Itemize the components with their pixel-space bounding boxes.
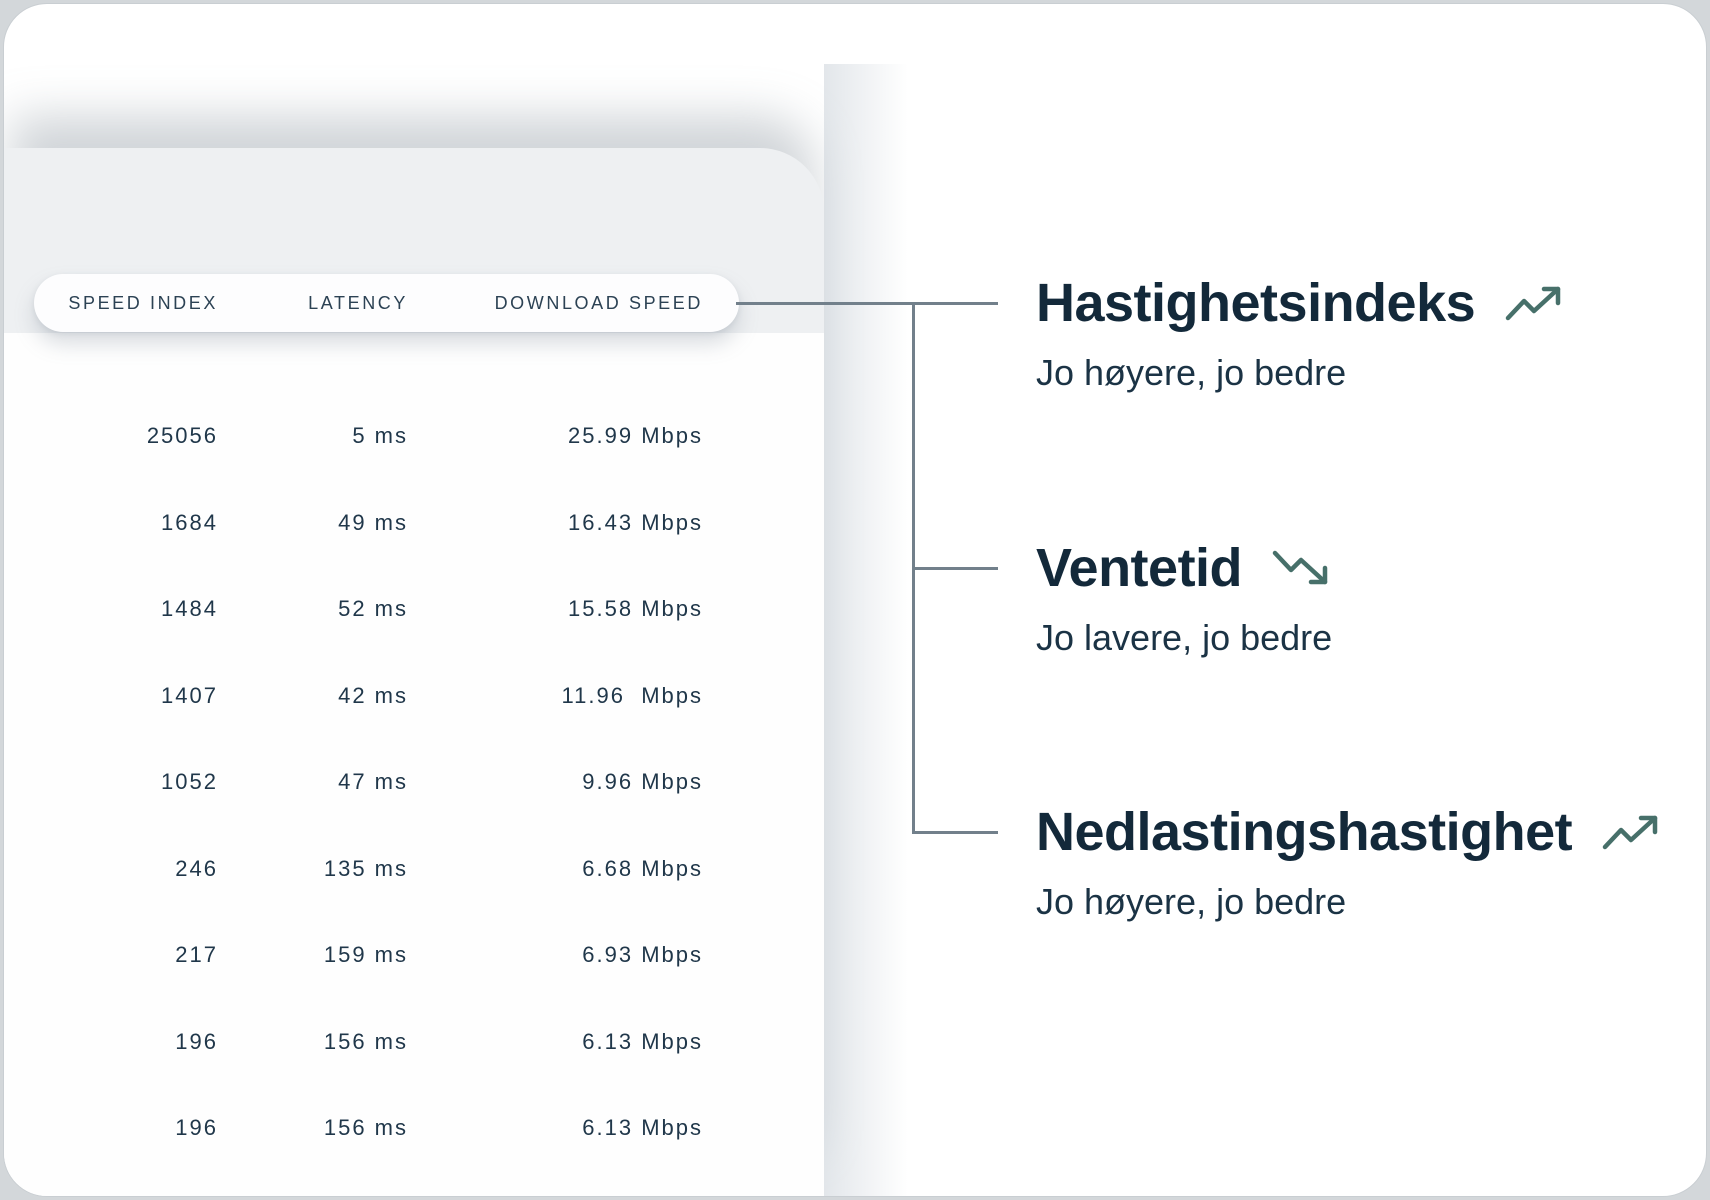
table-header-pill: SPEED INDEX LATENCY DOWNLOAD SPEED <box>34 274 739 332</box>
cell-download-speed: 6.93 Mbps <box>582 942 703 968</box>
cell-latency: 156 ms <box>323 1028 408 1054</box>
table-row: 196 156 ms 6.13 Mbps <box>34 1085 714 1172</box>
annotation-title: Ventetid <box>1036 538 1243 598</box>
column-header-speed-index[interactable]: SPEED INDEX <box>68 292 218 313</box>
annotation-title: Hastighetsindeks <box>1036 273 1476 333</box>
annotation-title: Nedlastingshastighet <box>1036 802 1573 862</box>
annotation-ventetid: Ventetid Jo lavere, jo bedre <box>1036 541 1332 659</box>
table-row: 1052 47 ms 9.96 Mbps <box>34 739 714 826</box>
cell-download-speed: 11.96 Mbps <box>561 682 703 708</box>
cell-download-speed: 16.43 Mbps <box>568 509 703 535</box>
cell-speed-index: 196 <box>175 1115 218 1141</box>
cell-download-speed: 6.13 Mbps <box>582 1115 703 1141</box>
cell-speed-index: 1484 <box>161 596 218 622</box>
table-row: 25056 5 ms 25.99 Mbps <box>34 393 714 480</box>
annotation-subtitle: Jo lavere, jo bedre <box>1036 617 1333 658</box>
table-rows: 25056 5 ms 25.99 Mbps 1684 49 ms 16.43 M… <box>34 333 714 1172</box>
table-row: 196 156 ms 6.13 Mbps <box>34 999 714 1086</box>
connector-line-header <box>736 302 998 305</box>
cell-download-speed: 9.96 Mbps <box>582 769 703 795</box>
trending-down-icon <box>1272 550 1328 585</box>
cell-latency: 47 ms <box>338 769 408 795</box>
table-row: 1484 52 ms 15.58 Mbps <box>34 566 714 653</box>
table-row: 217 159 ms 6.93 Mbps <box>34 912 714 999</box>
table-row: 246 135 ms 6.68 Mbps <box>34 826 714 913</box>
cell-download-speed: 15.58 Mbps <box>568 596 703 622</box>
cell-speed-index: 1407 <box>161 682 218 708</box>
table-row: 1684 49 ms 16.43 Mbps <box>34 480 714 567</box>
cell-latency: 49 ms <box>338 509 408 535</box>
cell-latency: 42 ms <box>338 682 408 708</box>
connector-line-nedlasting <box>912 831 998 834</box>
annotation-subtitle: Jo høyere, jo bedre <box>1036 352 1347 393</box>
cell-download-speed: 6.68 Mbps <box>582 855 703 881</box>
cell-latency: 135 ms <box>323 855 408 881</box>
connector-line-ventetid <box>912 567 998 570</box>
cell-latency: 5 ms <box>352 423 408 449</box>
cell-speed-index: 1052 <box>161 769 218 795</box>
cell-speed-index: 25056 <box>146 423 218 449</box>
cell-download-speed: 25.99 Mbps <box>568 423 703 449</box>
main-card: SPEED INDEX LATENCY DOWNLOAD SPEED 25056… <box>3 3 1707 1197</box>
cell-speed-index: 196 <box>175 1028 218 1054</box>
annotation-subtitle: Jo høyere, jo bedre <box>1036 881 1347 922</box>
trending-up-icon <box>1505 286 1561 321</box>
panel-edge-shadow <box>824 64 908 1196</box>
cell-speed-index: 217 <box>175 942 218 968</box>
table-body-background <box>4 333 824 1196</box>
cell-download-speed: 6.13 Mbps <box>582 1028 703 1054</box>
column-header-download-speed[interactable]: DOWNLOAD SPEED <box>494 292 703 313</box>
table-row: 1407 42 ms 11.96 Mbps <box>34 653 714 740</box>
trending-up-icon <box>1602 815 1658 850</box>
column-header-latency[interactable]: LATENCY <box>308 292 408 313</box>
cell-latency: 52 ms <box>338 596 408 622</box>
cell-latency: 159 ms <box>323 942 408 968</box>
annotation-nedlastingshastighet: Nedlastingshastighet Jo høyere, jo bedre <box>1036 805 1660 923</box>
cell-speed-index: 1684 <box>161 509 218 535</box>
annotation-hastighetsindeks: Hastighetsindeks Jo høyere, jo bedre <box>1036 276 1563 394</box>
cell-latency: 156 ms <box>323 1115 408 1141</box>
cell-speed-index: 246 <box>175 855 218 881</box>
